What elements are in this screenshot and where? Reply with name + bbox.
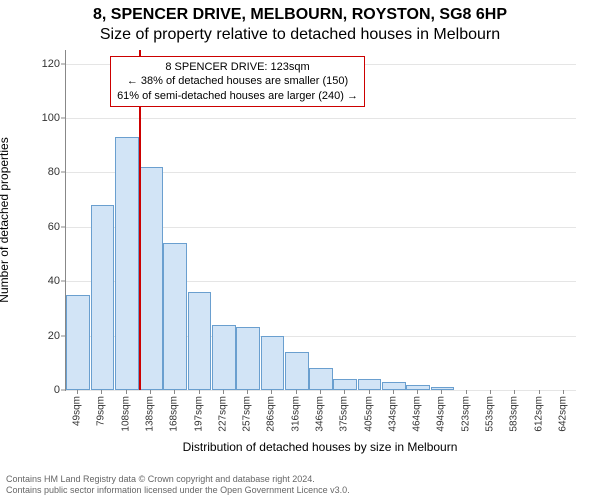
y-tick-mark <box>61 390 65 391</box>
x-tick-label: 197sqm <box>193 396 204 432</box>
y-tick-mark <box>61 335 65 336</box>
annotation-line: ← 38% of detached houses are smaller (15… <box>117 74 358 88</box>
y-tick-label: 120 <box>40 58 60 70</box>
x-tick-mark <box>344 390 345 394</box>
annotation-line: 61% of semi-detached houses are larger (… <box>117 89 358 103</box>
x-tick-label: 168sqm <box>169 396 180 432</box>
x-tick-mark <box>101 390 102 394</box>
bar <box>333 379 357 390</box>
bar <box>358 379 382 390</box>
x-tick-mark <box>126 390 127 394</box>
bar <box>188 292 212 390</box>
bar <box>382 382 406 390</box>
y-tick-mark <box>61 118 65 119</box>
x-tick-mark <box>271 390 272 394</box>
bar <box>309 368 333 390</box>
bar <box>285 352 309 390</box>
x-tick-mark <box>223 390 224 394</box>
y-tick-label: 100 <box>40 112 60 124</box>
x-tick-label: 257sqm <box>242 396 253 432</box>
x-tick-label: 138sqm <box>145 396 156 432</box>
x-tick-mark <box>77 390 78 394</box>
x-tick-mark <box>441 390 442 394</box>
x-tick-mark <box>563 390 564 394</box>
x-tick-label: 108sqm <box>120 396 131 432</box>
x-tick-mark <box>296 390 297 394</box>
x-tick-mark <box>393 390 394 394</box>
x-tick-label: 227sqm <box>217 396 228 432</box>
x-tick-label: 434sqm <box>387 396 398 432</box>
x-tick-mark <box>514 390 515 394</box>
y-tick-label: 40 <box>40 275 60 287</box>
x-tick-label: 583sqm <box>509 396 520 432</box>
x-tick-label: 553sqm <box>485 396 496 432</box>
bar <box>212 325 236 390</box>
y-axis-label: Number of detached properties <box>0 137 11 302</box>
y-tick-label: 0 <box>40 384 60 396</box>
gridline <box>66 118 576 119</box>
y-tick-mark <box>61 281 65 282</box>
bar <box>236 327 260 390</box>
chart-title: 8, SPENCER DRIVE, MELBOURN, ROYSTON, SG8… <box>0 6 600 24</box>
chart-subtitle: Size of property relative to detached ho… <box>0 26 600 44</box>
x-tick-mark <box>490 390 491 394</box>
x-tick-label: 316sqm <box>290 396 301 432</box>
x-tick-mark <box>150 390 151 394</box>
x-tick-mark <box>199 390 200 394</box>
gridline <box>66 390 576 391</box>
x-tick-label: 286sqm <box>266 396 277 432</box>
annotation-line: 8 SPENCER DRIVE: 123sqm <box>117 60 358 74</box>
chart-container: { "titles": { "line1": "8, SPENCER DRIVE… <box>0 0 600 500</box>
x-tick-mark <box>369 390 370 394</box>
bar <box>163 243 187 390</box>
x-tick-label: 79sqm <box>96 396 107 426</box>
x-tick-label: 464sqm <box>412 396 423 432</box>
x-tick-mark <box>466 390 467 394</box>
y-tick-mark <box>61 63 65 64</box>
x-tick-label: 612sqm <box>533 396 544 432</box>
x-tick-mark <box>539 390 540 394</box>
footer-line2: Contains public sector information licen… <box>6 485 350 496</box>
y-tick-label: 80 <box>40 166 60 178</box>
x-tick-label: 375sqm <box>339 396 350 432</box>
x-tick-mark <box>174 390 175 394</box>
bar <box>139 167 163 390</box>
footer-line1: Contains HM Land Registry data © Crown c… <box>6 474 350 485</box>
bar <box>261 336 285 390</box>
x-axis-label: Distribution of detached houses by size … <box>65 440 575 454</box>
y-tick-mark <box>61 172 65 173</box>
x-tick-label: 49sqm <box>72 396 83 426</box>
x-tick-label: 494sqm <box>436 396 447 432</box>
bar <box>66 295 90 390</box>
x-tick-label: 405sqm <box>363 396 374 432</box>
bar <box>115 137 139 390</box>
x-tick-mark <box>320 390 321 394</box>
x-tick-label: 346sqm <box>315 396 326 432</box>
y-tick-label: 20 <box>40 330 60 342</box>
y-tick-mark <box>61 226 65 227</box>
y-tick-label: 60 <box>40 221 60 233</box>
x-tick-mark <box>247 390 248 394</box>
x-tick-label: 523sqm <box>460 396 471 432</box>
bar <box>91 205 115 390</box>
annotation-box: 8 SPENCER DRIVE: 123sqm← 38% of detached… <box>110 56 365 107</box>
footer-text: Contains HM Land Registry data © Crown c… <box>6 474 350 496</box>
x-tick-mark <box>417 390 418 394</box>
x-tick-label: 642sqm <box>557 396 568 432</box>
